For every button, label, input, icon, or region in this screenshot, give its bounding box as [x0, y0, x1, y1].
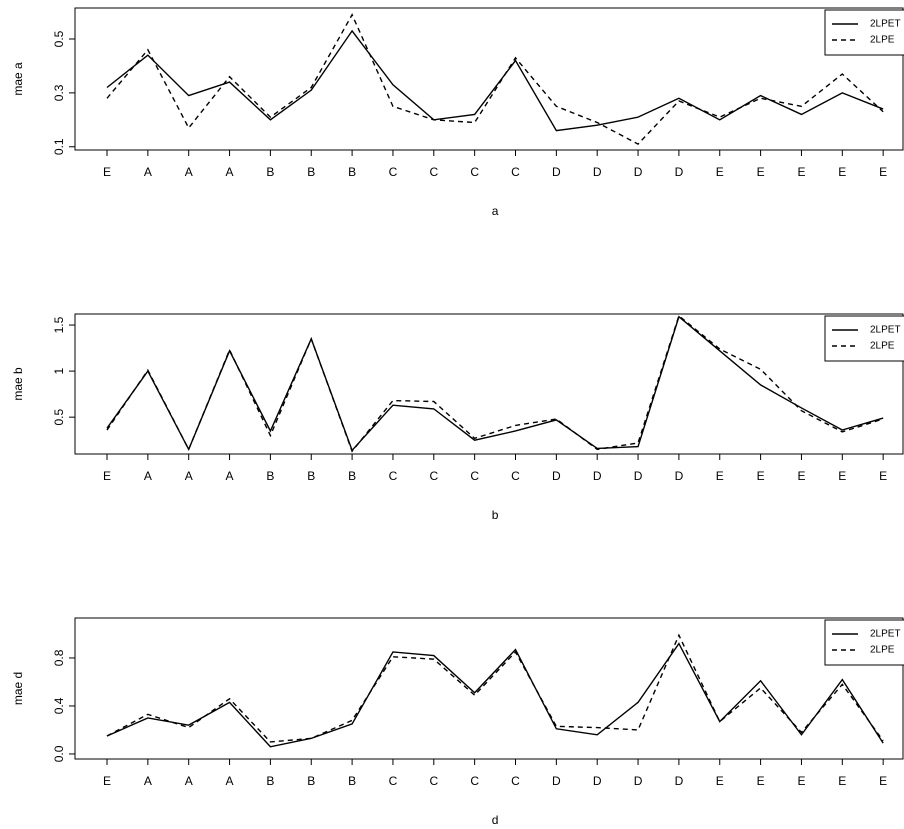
x-tick-label: B [266, 165, 274, 179]
x-tick-label: C [470, 469, 479, 483]
y-tick-label: 1.5 [52, 316, 66, 333]
x-tick-label: D [593, 469, 602, 483]
y-tick-label: 0.0 [52, 745, 66, 762]
x-tick-label: A [144, 165, 152, 179]
legend-box [824, 315, 904, 362]
plot-box [74, 313, 904, 455]
x-axis-label: d [492, 813, 499, 827]
x-tick-label: D [552, 774, 561, 788]
y-axis-label: mae b [11, 367, 25, 401]
x-axis-label: b [492, 508, 499, 522]
x-tick-label: A [144, 774, 152, 788]
x-tick-label: D [634, 774, 643, 788]
x-tick-label: B [266, 774, 274, 788]
x-tick-label: A [144, 469, 152, 483]
x-tick-label: A [226, 774, 234, 788]
x-tick-label: E [879, 165, 887, 179]
x-tick-label: E [103, 165, 111, 179]
x-tick-label: A [185, 165, 193, 179]
series-line [106, 13, 884, 145]
y-tick-label: 0.8 [52, 649, 66, 666]
x-tick-label: E [716, 165, 724, 179]
x-tick-label: B [348, 469, 356, 483]
x-tick-label: C [470, 774, 479, 788]
x-tick-label: E [757, 469, 765, 483]
x-tick-label: E [103, 774, 111, 788]
y-tick-label: 0.5 [52, 30, 66, 47]
legend-label: 2LPE [870, 645, 895, 656]
series-line [106, 314, 884, 453]
legend-label: 2LPET [870, 325, 901, 336]
x-tick-label: E [838, 165, 846, 179]
series-line [106, 315, 884, 452]
x-tick-label: D [552, 469, 561, 483]
x-tick-label: B [307, 165, 315, 179]
x-tick-label: C [389, 774, 398, 788]
x-tick-label: A [226, 165, 234, 179]
x-tick-label: C [511, 469, 520, 483]
y-tick-label: 0.5 [52, 408, 66, 425]
plot-box [74, 617, 904, 760]
series-line [106, 642, 884, 748]
x-tick-label: D [675, 774, 684, 788]
x-tick-label: B [307, 469, 315, 483]
x-tick-label: E [838, 774, 846, 788]
x-tick-label: C [511, 165, 520, 179]
legend-box [824, 619, 904, 666]
y-tick-label: 1 [52, 367, 66, 374]
x-tick-label: D [675, 165, 684, 179]
x-tick-label: D [552, 165, 561, 179]
x-tick-label: E [797, 469, 805, 483]
x-tick-label: C [511, 774, 520, 788]
x-tick-label: D [634, 165, 643, 179]
y-tick-label: 0.3 [52, 84, 66, 101]
x-tick-label: C [389, 469, 398, 483]
x-tick-label: C [429, 165, 438, 179]
y-tick-label: 0.1 [52, 138, 66, 155]
x-tick-label: E [797, 774, 805, 788]
x-tick-label: B [348, 165, 356, 179]
legend-label: 2LPET [870, 629, 901, 640]
x-tick-label: A [185, 469, 193, 483]
y-axis-label: mae d [11, 672, 25, 705]
y-tick-label: 0.4 [52, 697, 66, 714]
x-tick-label: D [593, 774, 602, 788]
x-tick-label: C [429, 774, 438, 788]
x-tick-label: E [879, 469, 887, 483]
x-tick-label: B [348, 774, 356, 788]
x-tick-label: A [185, 774, 193, 788]
x-tick-label: E [716, 774, 724, 788]
legend-label: 2LPET [870, 19, 901, 30]
legend-label: 2LPE [870, 35, 895, 46]
x-tick-label: C [470, 165, 479, 179]
x-tick-label: C [389, 165, 398, 179]
x-tick-label: E [797, 165, 805, 179]
x-tick-label: B [307, 774, 315, 788]
x-tick-label: D [675, 469, 684, 483]
x-tick-label: D [593, 165, 602, 179]
x-tick-label: E [103, 469, 111, 483]
plot-box [74, 7, 904, 151]
x-tick-label: E [757, 165, 765, 179]
x-tick-label: A [226, 469, 234, 483]
series-line [106, 29, 884, 132]
x-tick-label: E [838, 469, 846, 483]
y-axis-label: mae a [11, 62, 25, 96]
x-tick-label: C [429, 469, 438, 483]
x-tick-label: E [879, 774, 887, 788]
x-tick-label: E [757, 774, 765, 788]
x-tick-label: D [634, 469, 643, 483]
legend-box [824, 9, 904, 56]
legend-label: 2LPE [870, 341, 895, 352]
x-tick-label: E [716, 469, 724, 483]
x-tick-label: B [266, 469, 274, 483]
x-axis-label: a [492, 204, 499, 218]
